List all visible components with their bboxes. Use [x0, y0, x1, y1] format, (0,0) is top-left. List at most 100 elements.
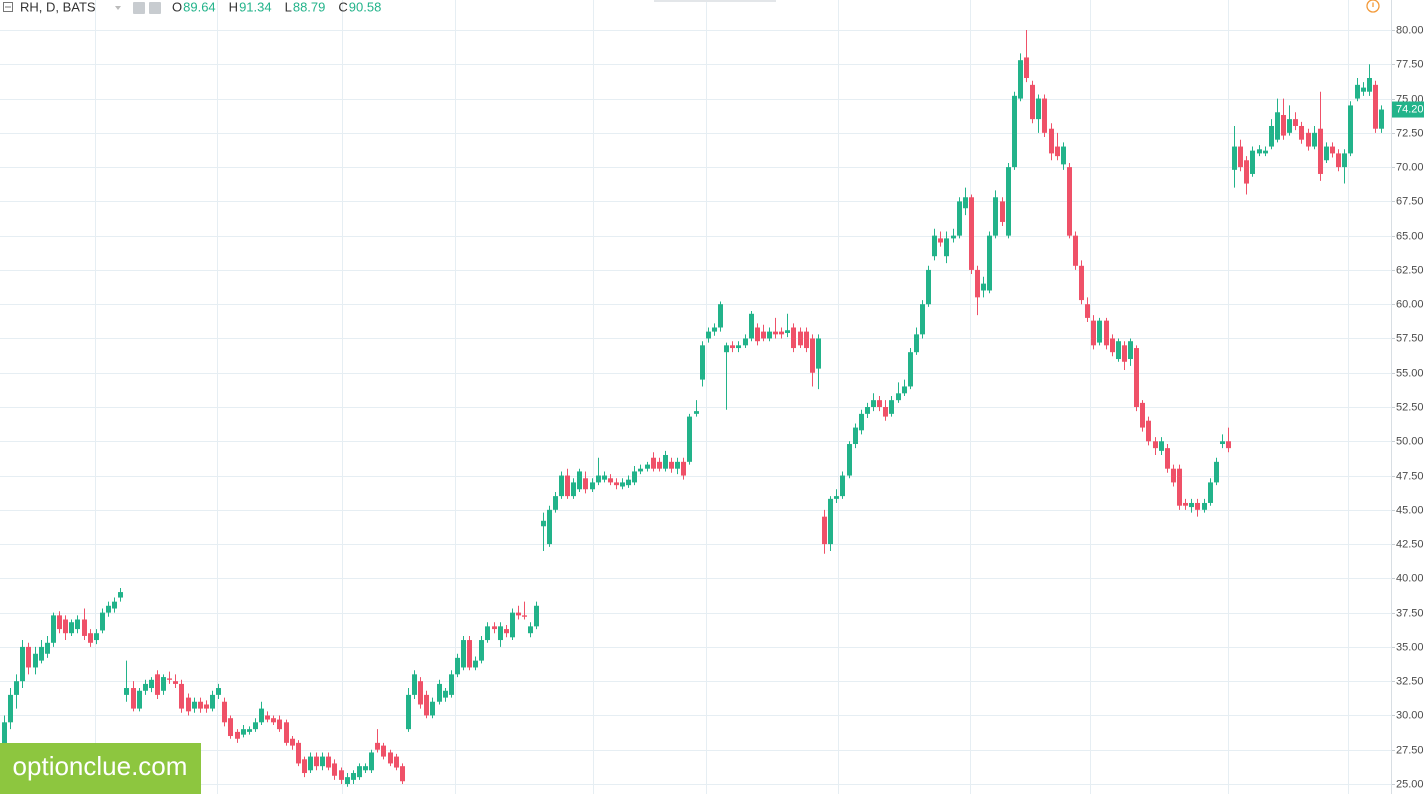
candle-body	[1104, 320, 1109, 346]
candle-body	[1342, 153, 1347, 168]
candle-body	[467, 640, 472, 668]
candle-body	[284, 722, 289, 743]
candle-body	[1244, 160, 1249, 184]
candle-body	[1036, 98, 1041, 120]
price-axis: 25.00 27.50 30.00 32.50 35.00 37.50 40.00 42.50…	[1392, 24, 1424, 790]
candle-body	[853, 427, 858, 445]
candle-body	[210, 694, 215, 709]
candle-body	[20, 646, 25, 682]
candle-body	[424, 694, 429, 716]
price-axis-bg	[1392, 0, 1424, 794]
candle-body	[112, 601, 117, 609]
candle-body	[332, 763, 337, 776]
candle-body	[412, 674, 417, 695]
candle-body	[1202, 502, 1207, 510]
candle-body	[981, 283, 986, 291]
candle-body	[773, 331, 778, 335]
candle-body	[1030, 84, 1035, 120]
candles	[2, 30, 1384, 787]
candle-body	[522, 615, 527, 617]
candle-body	[638, 468, 643, 472]
candle-body	[571, 482, 576, 497]
candle-body	[957, 201, 962, 236]
candle-body	[485, 626, 490, 641]
candle-body	[847, 444, 852, 476]
candle-body	[663, 454, 668, 469]
candle-body	[63, 619, 68, 634]
candle-body	[363, 766, 368, 771]
candle-body	[1000, 201, 1005, 222]
candle-body	[143, 683, 148, 691]
candle-body	[767, 331, 772, 339]
candle-body	[277, 719, 282, 730]
candle-body	[320, 756, 325, 767]
candle-body	[455, 657, 460, 675]
candle-body	[1220, 441, 1225, 445]
candle-body	[1361, 87, 1366, 92]
candle-body	[577, 471, 582, 490]
ohlc-label: C	[338, 0, 347, 14]
candle-body	[51, 615, 56, 643]
candle-body	[1318, 128, 1323, 174]
ohlc-value: 88.79	[293, 0, 326, 14]
candle-body	[118, 592, 123, 598]
candle-body	[418, 681, 423, 705]
collapse-icon[interactable]	[3, 2, 13, 12]
settings-icon[interactable]	[149, 2, 161, 14]
last-price-label: 74.20	[1396, 103, 1424, 115]
candle-body	[914, 334, 919, 353]
candle-body	[26, 646, 31, 668]
candle-body	[222, 701, 227, 723]
candle-body	[1079, 265, 1084, 301]
candle-body	[908, 352, 913, 387]
candle-body	[247, 729, 252, 732]
candle-body	[798, 331, 803, 346]
candle-body	[840, 475, 845, 497]
candle-body	[871, 400, 876, 408]
candle-body	[381, 745, 386, 757]
candle-body	[443, 690, 448, 698]
candle-body	[57, 615, 62, 630]
y-tick-label: 57.50	[1396, 332, 1424, 344]
candle-body	[804, 331, 809, 349]
candle-body	[1299, 125, 1304, 140]
candle-body	[69, 622, 74, 634]
y-tick-label: 37.50	[1396, 607, 1424, 619]
eye-icon[interactable]	[133, 2, 145, 14]
candle-body	[216, 688, 221, 695]
candle-body	[1018, 60, 1023, 99]
candle-body	[1312, 132, 1317, 147]
candle-body	[534, 605, 539, 627]
ohlc-value: 91.34	[239, 0, 272, 14]
candle-body	[779, 331, 784, 335]
candle-body	[620, 482, 625, 487]
candle-body	[504, 629, 509, 634]
candle-body	[700, 345, 705, 380]
candle-body	[1275, 112, 1280, 140]
candle-body	[192, 701, 197, 709]
candle-body	[1153, 441, 1158, 449]
candle-body	[186, 697, 191, 712]
candle-body	[492, 626, 497, 630]
candle-body	[94, 633, 99, 641]
candle-body	[1134, 348, 1139, 408]
candle-body	[651, 457, 656, 469]
symbol-dropdown[interactable]	[115, 6, 121, 10]
warning-icon[interactable]	[1366, 0, 1380, 13]
candle-body	[473, 660, 478, 668]
candle-body	[235, 731, 240, 739]
candle-body	[816, 338, 821, 369]
candle-body	[730, 345, 735, 349]
candle-body	[718, 304, 723, 328]
ohlc-legend: O 89.64 H 91.34 L 88.79 C 90.58	[172, 0, 381, 14]
candle-body	[547, 509, 552, 545]
candle-body	[755, 327, 760, 342]
candle-body	[951, 235, 956, 239]
candle-body	[302, 759, 307, 774]
candle-body	[179, 683, 184, 709]
candle-body	[657, 461, 662, 469]
candle-body	[669, 461, 674, 469]
candle-body	[1165, 448, 1170, 469]
candle-body	[896, 393, 901, 401]
